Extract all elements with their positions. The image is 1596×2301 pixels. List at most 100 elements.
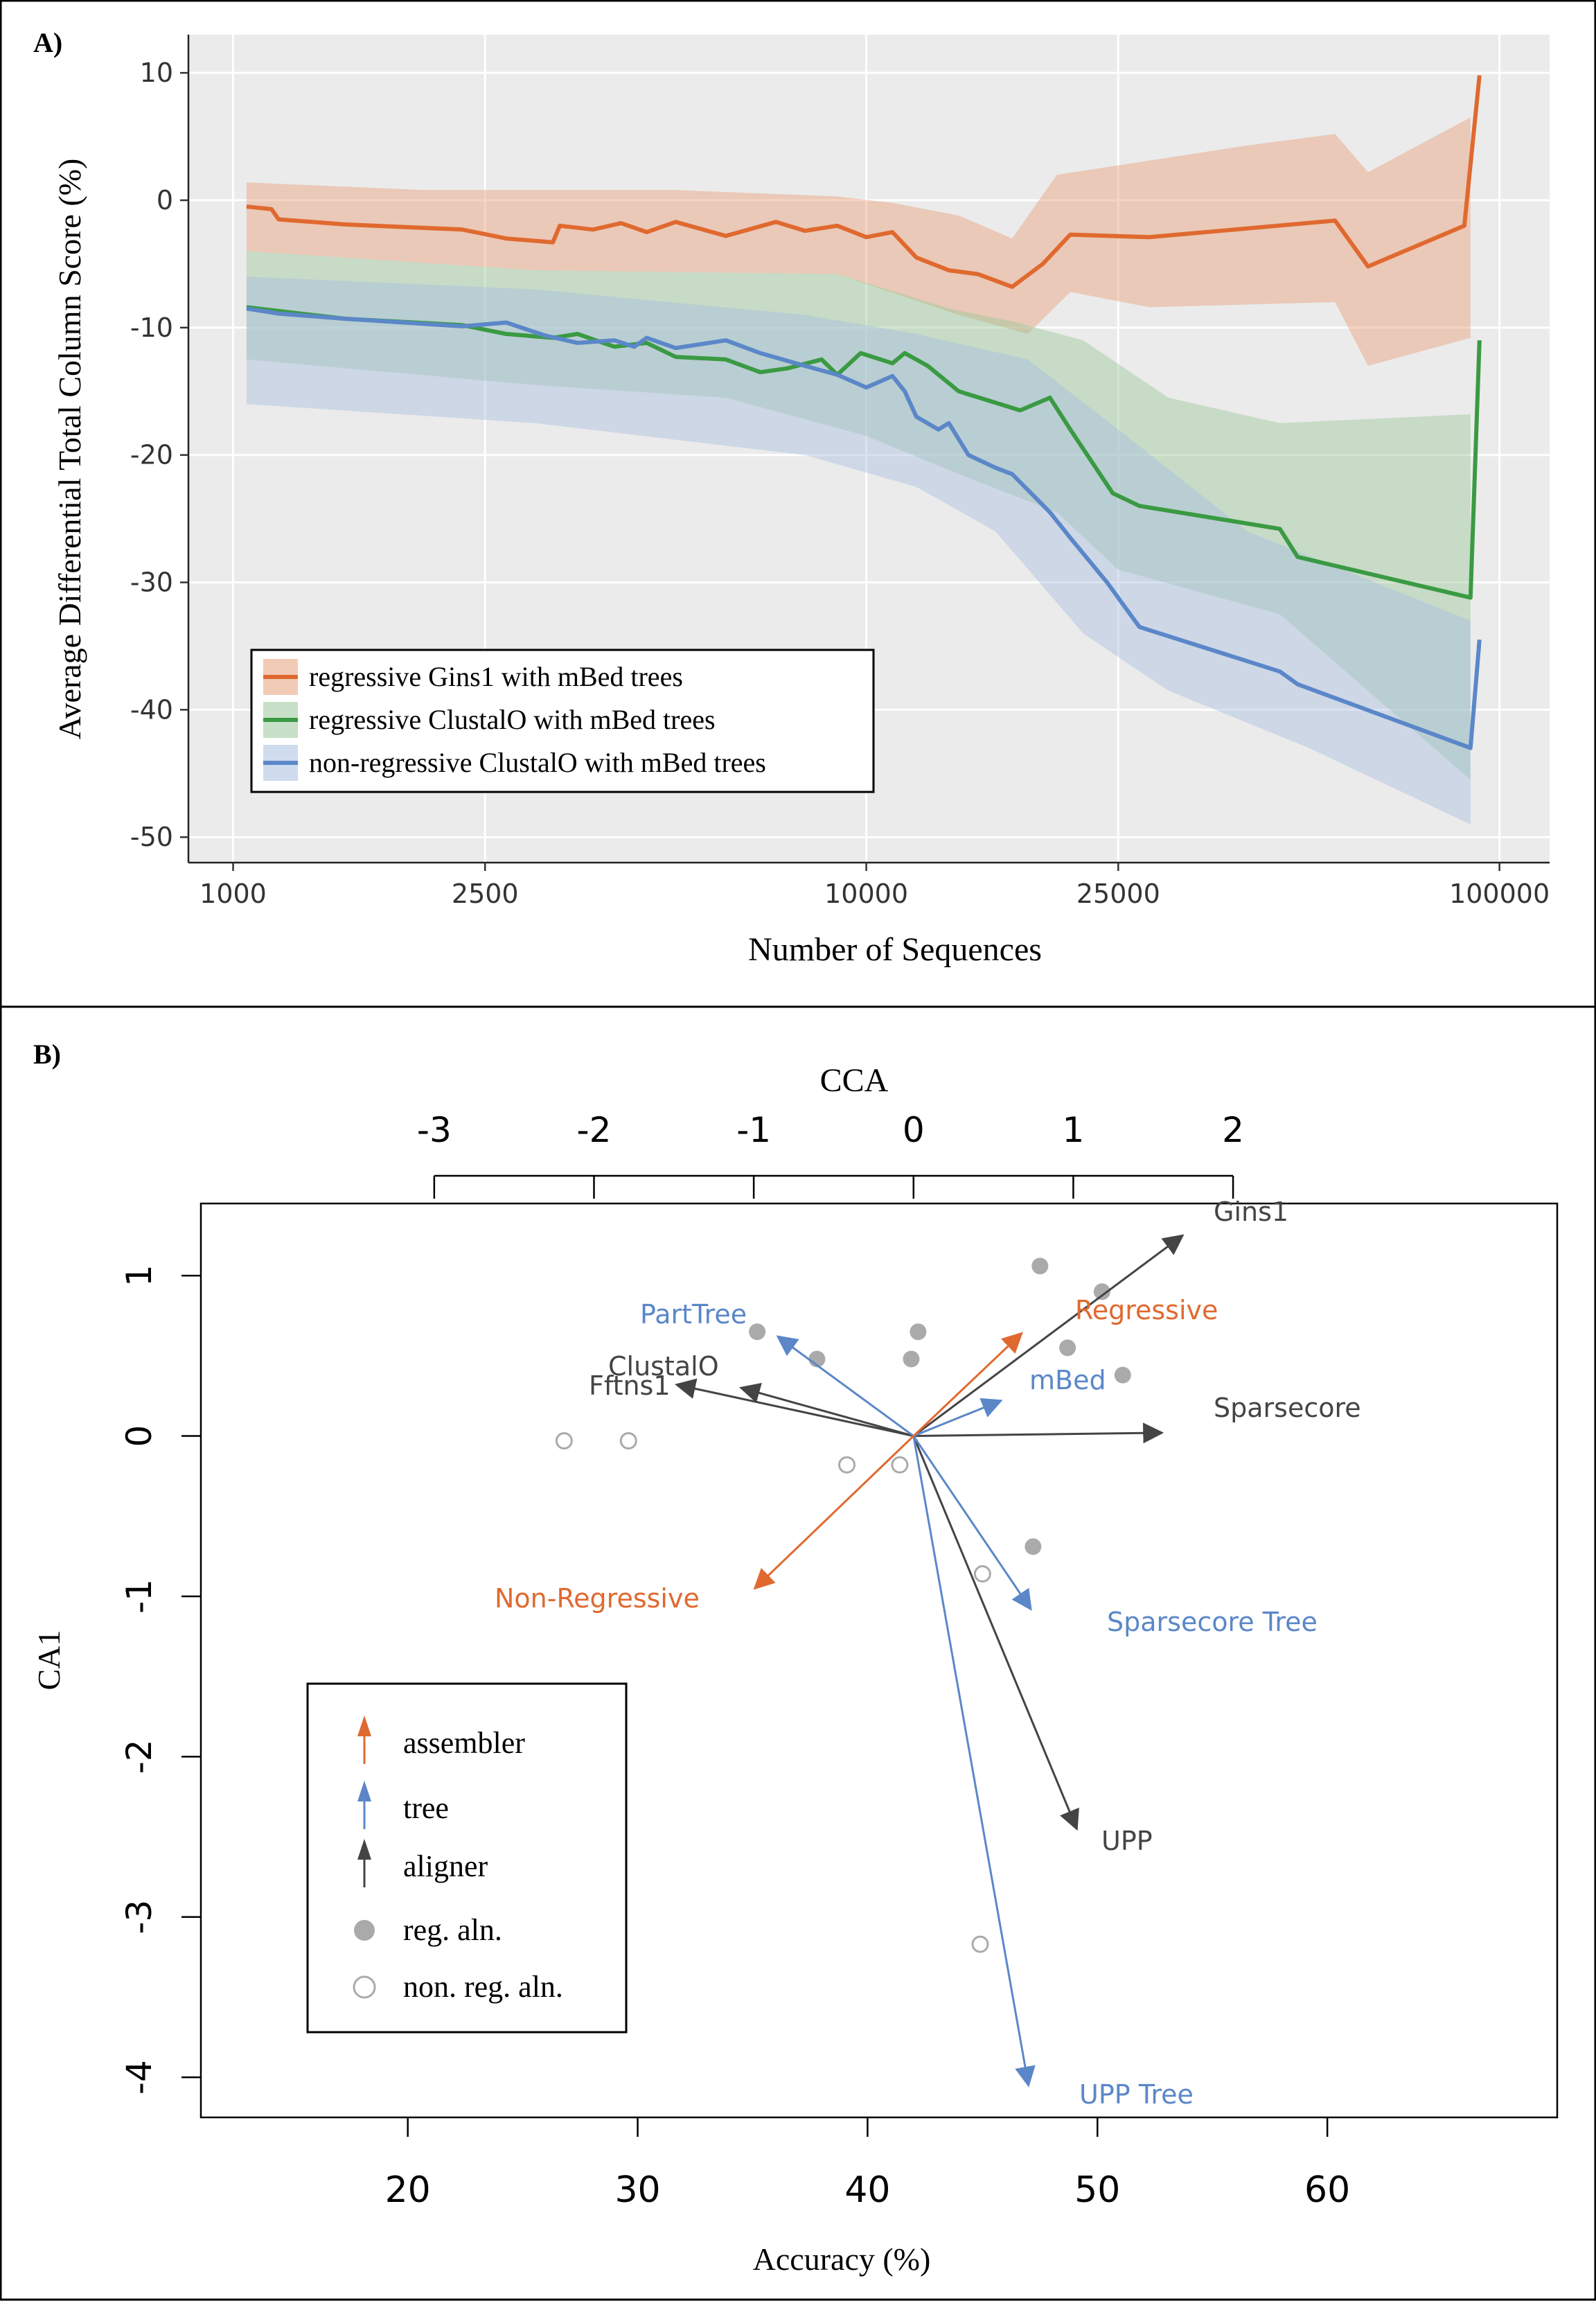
panel-a-x-label: Number of Sequences — [748, 931, 1042, 968]
panel-a-lines — [246, 75, 1482, 750]
panel-a-gridlines — [188, 35, 1550, 863]
arrow-fftns1 — [675, 1378, 914, 1438]
reg-aln-point — [1093, 1283, 1110, 1301]
legend-label: non. reg. aln. — [403, 1970, 563, 2004]
reg-aln-point — [749, 1323, 766, 1341]
reg-aln-point — [1025, 1538, 1042, 1555]
x-tick-label: 25000 — [1076, 879, 1160, 909]
nonreg-aln-point — [971, 1935, 989, 1953]
arrow-sparsecore-tree — [912, 1435, 1032, 1611]
y-tick-label: -4 — [119, 2060, 159, 2095]
legend-label: tree — [403, 1791, 449, 1825]
y-tick-label: 1 — [119, 1264, 159, 1287]
panel-b-points — [555, 1258, 1131, 1953]
arrow-upp-tree — [912, 1436, 1036, 2088]
panel-b-legend: assembler tree aligner reg. aln. non. reg. a… — [306, 1682, 628, 2034]
arrow-label: ClustalO — [608, 1351, 719, 1382]
arrow-upp — [912, 1435, 1079, 1831]
arrow-label: PartTree — [640, 1299, 747, 1330]
x-tick-label: 100000 — [1449, 879, 1550, 909]
panel-a-confidence-bands — [246, 117, 1471, 825]
series-band-2 — [246, 251, 1471, 780]
panel-b-x-ticks: 20 30 40 50 60 — [385, 2117, 1350, 2211]
x-tick-label: 30 — [614, 2169, 660, 2211]
x-tick-label: 10000 — [824, 879, 908, 909]
legend-arrowhead-aligner — [357, 1839, 371, 1860]
arrow-mbed — [913, 1398, 1003, 1437]
panel-b-x-label: Accuracy (%) — [753, 2241, 931, 2277]
arrow-label: mBed — [1029, 1365, 1106, 1395]
series-band-3 — [246, 276, 1471, 825]
reg-aln-point — [1059, 1339, 1076, 1357]
nonreg-aln-point — [619, 1431, 637, 1449]
arrow-label: Sparsecore — [1214, 1393, 1361, 1423]
x-tick-label: 20 — [385, 2169, 431, 2211]
arrow-label: Regressive — [1075, 1295, 1218, 1325]
series-line-1 — [246, 75, 1482, 289]
legend-arrowhead-assembler — [357, 1716, 371, 1736]
panel-b-frame — [0, 1005, 1596, 2301]
y-tick-label: -10 — [130, 312, 173, 343]
reg-aln-point — [1114, 1366, 1131, 1384]
arrow-gins1 — [912, 1234, 1185, 1437]
y-tick-label: -20 — [130, 440, 173, 470]
arrow-regressive — [912, 1332, 1023, 1437]
panel-b-y-label: CA1 — [31, 1630, 66, 1691]
panel-b-title: CCA — [820, 1062, 889, 1099]
series-band-1 — [246, 117, 1471, 366]
arrow-clustalo — [738, 1382, 914, 1437]
legend-label: non-regressive ClustalO with mBed trees — [309, 747, 766, 778]
x-tick-label: 1000 — [200, 879, 267, 909]
top-tick-label: -3 — [417, 1110, 452, 1150]
nonreg-aln-point — [891, 1456, 909, 1474]
top-tick-label: 0 — [903, 1110, 925, 1150]
x-tick-label: 60 — [1304, 2169, 1350, 2211]
panel-a-legend-box — [250, 649, 875, 793]
top-tick-label: -2 — [577, 1110, 612, 1150]
panel-a-y-label: Average Differential Total Column Score … — [52, 159, 87, 740]
legend-label: aligner — [403, 1849, 488, 1883]
y-tick-label: -40 — [130, 694, 173, 725]
y-tick-label: -3 — [119, 1900, 159, 1934]
arrow-label: Fftns1 — [589, 1370, 671, 1401]
nonreg-aln-point — [838, 1456, 856, 1474]
y-tick-label: -50 — [130, 822, 173, 852]
y-tick-label: -2 — [119, 1739, 159, 1774]
reg-aln-point — [903, 1350, 920, 1368]
panel-a-legend: regressive Gins1 with mBed trees regressi… — [250, 649, 875, 793]
panel-b-label: B) — [33, 1039, 61, 1070]
legend-label: regressive ClustalO with mBed trees — [309, 704, 716, 735]
top-tick-label: -1 — [736, 1110, 771, 1150]
arrow-label: UPP Tree — [1079, 2079, 1194, 2110]
arrow-non-regressive — [753, 1435, 914, 1590]
arrow-label: Sparsecore Tree — [1107, 1607, 1318, 1637]
panel-b-plot-box — [200, 1202, 1559, 2119]
y-tick-label: -30 — [130, 567, 173, 598]
legend-dot-reg — [354, 1920, 375, 1941]
reg-aln-point — [1031, 1258, 1049, 1275]
legend-arrowhead-tree — [357, 1781, 371, 1801]
y-tick-label: 10 — [140, 58, 173, 88]
legend-label: regressive Gins1 with mBed trees — [309, 661, 683, 692]
reg-aln-point — [910, 1323, 927, 1341]
y-tick-label: -1 — [119, 1579, 159, 1614]
top-tick-label: 1 — [1063, 1110, 1085, 1150]
x-tick-label: 2500 — [452, 879, 519, 909]
top-tick-label: 2 — [1222, 1110, 1244, 1150]
arrow-label: Gins1 — [1214, 1197, 1288, 1227]
arrow-parttree — [776, 1335, 914, 1437]
legend-ring-nonreg — [353, 1975, 376, 1999]
panel-b-y-ticks: 1 0 -1 -2 -3 -4 — [119, 1264, 201, 2095]
legend-label: reg. aln. — [403, 1913, 502, 1947]
legend-label: assembler — [403, 1726, 525, 1760]
nonreg-aln-point — [555, 1431, 573, 1449]
x-tick-label: 40 — [844, 2169, 890, 2211]
panel-b-top-axis: -3 -2 -1 0 1 2 — [417, 1110, 1244, 1199]
arrow-label: UPP — [1101, 1826, 1153, 1856]
x-tick-label: 50 — [1074, 2169, 1120, 2211]
y-tick-label: 0 — [119, 1425, 159, 1447]
y-tick-label: 0 — [157, 185, 173, 215]
panel-a-y-ticks: 10 0 -10 -20 -30 -40 -50 — [130, 58, 188, 852]
panel-a-label: A) — [33, 27, 62, 58]
